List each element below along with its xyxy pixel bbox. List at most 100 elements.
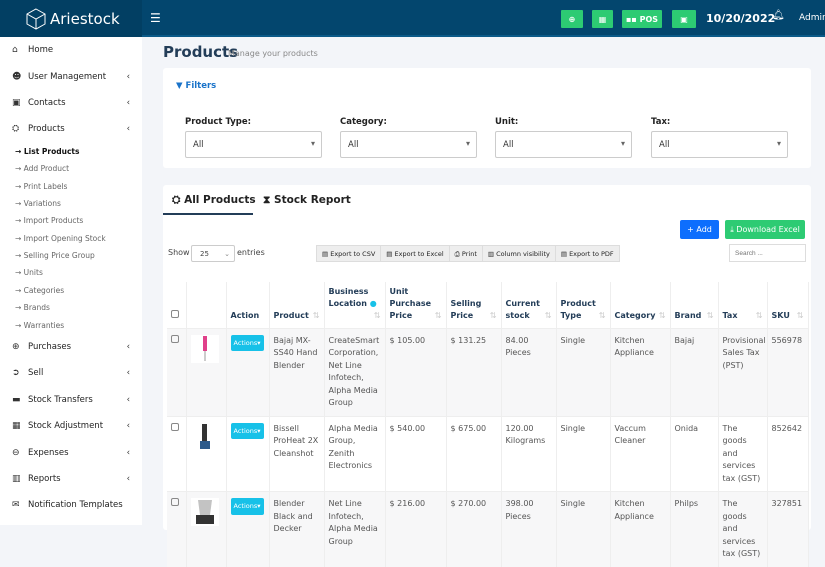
- column-header[interactable]: Brand ⇅: [670, 282, 719, 328]
- column-header[interactable]: Business Location ● ⇅: [324, 282, 386, 328]
- column-header[interactable]: Selling Price ⇅: [446, 282, 502, 328]
- logo[interactable]: Ariestock: [0, 0, 142, 37]
- unit-select[interactable]: All: [495, 131, 632, 158]
- cell-brand: Philps: [670, 491, 719, 567]
- tax-select[interactable]: All: [651, 131, 788, 158]
- sidebar-subitem[interactable]: → Brands: [15, 303, 50, 313]
- sidebar-subitem[interactable]: → Print Labels: [15, 181, 68, 191]
- filters-toggle[interactable]: ▼ Filters: [176, 81, 216, 91]
- entries-value: 25: [200, 250, 209, 258]
- sidebar-subitem[interactable]: → Warranties: [15, 320, 65, 330]
- download-label: Download Excel: [736, 225, 800, 234]
- label: Export to CSV: [330, 250, 376, 258]
- subitem-label: Warranties: [23, 320, 65, 330]
- add-button[interactable]: + Add: [680, 220, 719, 239]
- sidebar-item[interactable]: ☻ User Management ‹: [0, 63, 142, 89]
- actions-dropdown-button[interactable]: Actions▾: [230, 498, 264, 515]
- actions-label: Actions: [233, 502, 258, 510]
- cell-sku: 852642: [767, 415, 809, 492]
- export-excel-button[interactable]: ▤ Export to Excel: [381, 246, 450, 261]
- menu-toggle-icon[interactable]: ☰: [150, 11, 161, 25]
- sidebar-subitem[interactable]: → Import Opening Stock: [15, 233, 106, 243]
- sort-icon[interactable]: ⇅: [755, 310, 763, 320]
- column-header[interactable]: SKU ⇅: [767, 282, 809, 328]
- chevron-left-icon: ‹: [126, 394, 130, 405]
- sort-icon[interactable]: ⇅: [312, 310, 320, 320]
- column-visibility-button[interactable]: ▥ Column visibility: [483, 246, 556, 261]
- sidebar-subitem[interactable]: → Categories: [15, 285, 65, 295]
- sort-icon[interactable]: ⇅: [489, 310, 497, 320]
- sidebar-item[interactable]: ⛭ Products ‹: [0, 116, 142, 142]
- row-checkbox[interactable]: [171, 498, 179, 506]
- info-icon: ●: [369, 298, 377, 308]
- export-csv-button[interactable]: ▤ Export to CSV: [317, 246, 382, 261]
- sort-icon[interactable]: ⇅: [658, 310, 666, 320]
- sidebar-item[interactable]: ▣ Contacts ‹: [0, 90, 142, 116]
- cash-button[interactable]: ▣: [672, 10, 696, 28]
- chevron-left-icon: ‹: [126, 124, 130, 135]
- sidebar-item[interactable]: ⌂ Home: [0, 37, 142, 63]
- add-circle-button[interactable]: ⊕: [561, 10, 583, 28]
- search-input[interactable]: [729, 244, 806, 262]
- column-label: Product Type: [560, 298, 596, 320]
- action-cell: Actions▾: [226, 491, 270, 567]
- filter-label: Product Type:: [185, 117, 252, 127]
- hourglass-icon: ⧗: [263, 194, 271, 206]
- sidebar-subitem[interactable]: → Units: [15, 268, 43, 278]
- actions-dropdown-button[interactable]: Actions▾: [230, 422, 264, 439]
- filter-label: Unit:: [495, 117, 519, 127]
- sidebar-item-label: Stock Adjustment: [28, 421, 104, 432]
- sidebar-item-label: Sell: [28, 368, 44, 379]
- tab-all-products[interactable]: ⛭ All Products: [172, 194, 256, 207]
- sidebar-subitem[interactable]: → Variations: [15, 198, 61, 208]
- sort-icon[interactable]: ⇅: [373, 310, 381, 320]
- sidebar-subitem[interactable]: → Selling Price Group: [15, 251, 95, 261]
- sidebar-item[interactable]: ▦ Stock Adjustment ‹: [0, 413, 142, 439]
- sidebar-subitem[interactable]: → Import Products: [15, 216, 84, 226]
- sidebar-item[interactable]: ➲ Sell ‹: [0, 360, 142, 386]
- subitem-label: Selling Price Group: [23, 251, 95, 261]
- column-header: Action: [226, 282, 270, 328]
- sidebar-item-label: Notification Templates: [28, 500, 123, 511]
- tab-stock-report[interactable]: ⧗ Stock Report: [263, 194, 351, 207]
- sort-icon[interactable]: ⇅: [544, 310, 552, 320]
- sidebar-item[interactable]: ✉ Notification Templates: [0, 492, 142, 518]
- filter-label: Category:: [340, 117, 387, 127]
- app-name: Ariestock: [50, 9, 120, 28]
- sort-icon[interactable]: ⇅: [796, 310, 804, 320]
- user-menu[interactable]: Admin: [799, 13, 825, 23]
- row-checkbox[interactable]: [171, 422, 179, 431]
- sort-icon[interactable]: ⇅: [706, 310, 714, 320]
- column-header[interactable]: Tax ⇅: [718, 282, 768, 328]
- column-header[interactable]: Category ⇅: [610, 282, 671, 328]
- column-header[interactable]: Current stock ⇅: [501, 282, 557, 328]
- sidebar-subitem[interactable]: → List Products: [15, 146, 80, 156]
- column-header[interactable]: Product ⇅: [269, 282, 325, 328]
- sidebar-item[interactable]: ▥ Reports ‹: [0, 466, 142, 492]
- sidebar-item[interactable]: ⊕ Purchases ‹: [0, 334, 142, 360]
- sidebar-item[interactable]: ▬ Stock Transfers ‹: [0, 387, 142, 413]
- envelope-icon: ✉: [12, 500, 20, 511]
- category-select[interactable]: All: [340, 131, 477, 158]
- bell-icon[interactable]: 🔔︎: [772, 10, 785, 21]
- print-button[interactable]: ⎙ Print: [450, 246, 483, 261]
- column-label: Brand: [674, 310, 702, 320]
- sidebar-item[interactable]: ⊖ Expenses ‹: [0, 439, 142, 465]
- select-all-checkbox[interactable]: [171, 309, 179, 318]
- cell-brand: Bajaj: [670, 327, 719, 416]
- pos-button[interactable]: ▪▪ POS: [622, 10, 662, 28]
- column-header[interactable]: Product Type ⇅: [556, 282, 611, 328]
- sort-icon[interactable]: ⇅: [598, 310, 606, 320]
- page-subtitle: Manage your products: [228, 49, 318, 58]
- product-type-select[interactable]: All: [185, 131, 322, 158]
- calculator-button[interactable]: ▦: [592, 10, 613, 28]
- filter-label: Tax:: [651, 117, 671, 127]
- actions-dropdown-button[interactable]: Actions▾: [230, 334, 264, 351]
- download-excel-button[interactable]: ⤓ Download Excel: [725, 220, 805, 239]
- sidebar-subitem[interactable]: → Add Product: [15, 164, 70, 174]
- export-pdf-button[interactable]: ▤ Export to PDF: [560, 250, 614, 258]
- row-checkbox[interactable]: [171, 334, 179, 343]
- column-header[interactable]: Unit Purchase Price ⇅: [385, 282, 447, 328]
- entries-select[interactable]: 25 ⌄: [191, 245, 235, 262]
- sort-icon[interactable]: ⇅: [434, 310, 442, 320]
